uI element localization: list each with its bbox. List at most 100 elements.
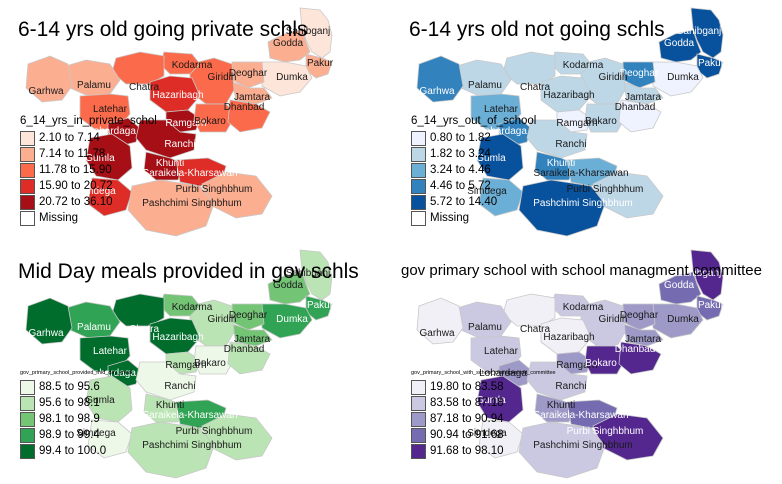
district-polygons <box>25 7 333 237</box>
district-label-sahibganj: Sahibganj <box>677 268 721 279</box>
district-label-ramgarh: Ramgarh <box>556 118 597 129</box>
legend-item: 19.80 to 83.58 <box>411 379 556 395</box>
legend-item: 11.78 to 15.90 <box>20 162 157 178</box>
district-godda <box>658 29 702 63</box>
legend-title: gov_primary_school_provided_mid_day_meal <box>20 370 133 376</box>
district-pashchimi <box>518 179 606 237</box>
district-label-gumla: Gumla <box>85 395 115 406</box>
legend-swatch <box>20 210 35 226</box>
legend-label: 90.94 to 91.68 <box>430 429 504 441</box>
legend-label: 7.14 to 11.78 <box>39 148 106 160</box>
legend-item-missing: Missing <box>20 210 157 226</box>
district-label-deoghar: Deoghar <box>229 310 268 321</box>
district-khunti <box>143 393 185 423</box>
district-label-ranchi: Ranchi <box>164 381 195 392</box>
legend: gov_primary_school_provided_mid_day_meal… <box>20 370 132 459</box>
district-dhanbad <box>618 99 662 133</box>
district-hazaribagh <box>149 75 201 113</box>
district-label-palamu: Palamu <box>77 322 111 333</box>
district-label-deoghar: Deoghar <box>229 68 268 79</box>
district-garhwa <box>416 297 464 345</box>
district-label-lohardaga: Lohardaga <box>88 368 136 379</box>
district-label-dumka: Dumka <box>276 314 308 325</box>
district-label-khunti: Khunti <box>156 158 184 169</box>
panel-title: 6-14 yrs old going private schls <box>18 18 308 41</box>
district-label-pashchimi: Pashchimi Singhbhum <box>142 440 242 451</box>
district-label-pashchimi: Pashchimi Singhbhum <box>533 198 633 209</box>
district-jamtara <box>231 81 273 105</box>
legend-swatch <box>20 443 35 459</box>
legend-label: 98.9 to 99.4 <box>39 429 100 441</box>
legend-item: 83.58 to 87.18 <box>411 395 556 411</box>
legend-label: 19.80 to 83.58 <box>430 381 504 393</box>
district-garhwa <box>416 55 464 103</box>
district-ranchi <box>526 361 588 401</box>
district-label-kodarma: Kodarma <box>563 302 604 313</box>
district-label-giridih: Giridih <box>208 314 237 325</box>
district-label-dhanbad: Dhanbad <box>615 102 656 113</box>
legend-item: 88.5 to 95.6 <box>20 379 132 395</box>
legend-swatch <box>20 146 35 162</box>
district-label-garhwa: Garhwa <box>419 86 454 97</box>
district-pashchimi <box>127 179 215 237</box>
panel-title: gov primary school with school managment… <box>401 262 762 279</box>
district-hazaribagh <box>540 75 592 113</box>
legend-label: 0.80 to 1.82 <box>430 132 491 144</box>
district-label-palamu: Palamu <box>77 80 111 91</box>
district-label-hazaribagh: Hazaribagh <box>543 332 594 343</box>
district-hazaribagh <box>540 317 592 355</box>
district-polygons <box>416 7 724 237</box>
district-dumka <box>652 61 704 97</box>
district-label-dhanbad: Dhanbad <box>224 344 265 355</box>
district-dhanbad <box>227 99 271 133</box>
district-simdega <box>478 419 524 459</box>
district-label-latehar: Latehar <box>93 346 128 357</box>
district-ranchi <box>526 119 588 159</box>
legend-label: Missing <box>39 212 78 224</box>
district-godda <box>267 29 311 63</box>
district-label-saraikela: Saraikela-Kharsawan <box>533 168 628 179</box>
district-label-hazaribagh: Hazaribagh <box>543 90 594 101</box>
district-label-saraikela: Saraikela-Kharsawan <box>533 410 628 421</box>
legend-item: 2.10 to 7.14 <box>20 130 157 146</box>
district-bokaro <box>584 103 628 133</box>
district-label-jamtara: Jamtara <box>625 334 662 345</box>
legend-swatch <box>411 162 426 178</box>
district-label-pashchimi: Pashchimi Singhbhum <box>142 198 242 209</box>
district-purbi <box>201 171 273 219</box>
district-purbi <box>201 413 273 461</box>
district-garhwa <box>25 297 73 345</box>
district-purbi <box>592 171 664 219</box>
district-dumka <box>261 303 313 339</box>
district-label-khunti: Khunti <box>156 400 184 411</box>
legend-item: 98.9 to 99.4 <box>20 427 132 443</box>
legend-label: 20.72 to 36.10 <box>39 196 113 208</box>
district-palamu <box>456 301 512 339</box>
district-label-bokaro: Bokaro <box>585 116 617 127</box>
legend-swatch <box>411 130 426 146</box>
legend: 6_14_yrs_in_private_schol 2.10 to 7.14 7… <box>20 115 157 226</box>
legend-swatch <box>411 411 426 427</box>
district-label-gumla: Gumla <box>85 153 115 164</box>
legend-item: 99.4 to 100.0 <box>20 443 132 459</box>
district-label-jamtara: Jamtara <box>625 92 662 103</box>
legend-label: 2.10 to 7.14 <box>39 132 100 144</box>
district-label-kodarma: Kodarma <box>172 60 213 71</box>
district-sahibganj <box>690 249 724 301</box>
legend-label: 91.68 to 98.10 <box>430 445 504 457</box>
district-gumla <box>476 133 524 181</box>
district-label-khunti: Khunti <box>547 400 575 411</box>
legend-label: 3.24 to 4.46 <box>430 164 491 176</box>
district-bokaro <box>584 345 628 375</box>
district-label-ranchi: Ranchi <box>164 139 195 150</box>
legend-item: 3.24 to 4.46 <box>411 162 536 178</box>
district-ranchi <box>135 119 197 159</box>
district-label-jamtara: Jamtara <box>234 334 271 345</box>
district-label-sahibganj: Sahibganj <box>286 268 330 279</box>
district-polygons <box>25 249 333 479</box>
legend-swatch <box>20 411 35 427</box>
district-label-gumla: Gumla <box>476 395 506 406</box>
district-label-giridih: Giridih <box>599 314 628 325</box>
